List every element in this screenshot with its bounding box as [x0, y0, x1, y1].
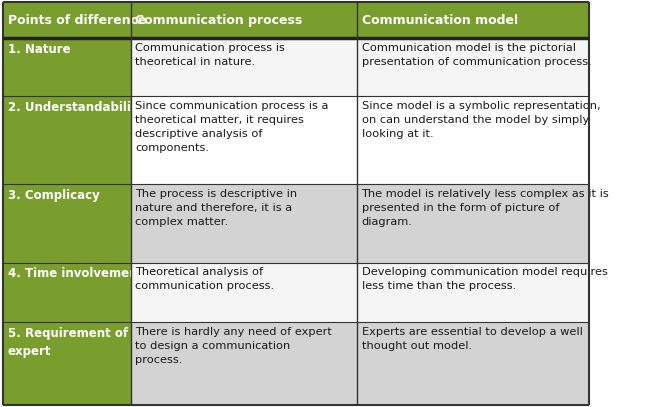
Bar	[357, 184, 589, 263]
Bar	[3, 2, 589, 38]
Text: 5. Requirement of
expert: 5. Requirement of expert	[8, 327, 128, 358]
Text: 1. Nature: 1. Nature	[8, 43, 70, 56]
Text: Developing communication model requires
less time than the process.: Developing communication model requires …	[361, 267, 608, 291]
Text: The model is relatively less complex as it is
presented in the form of picture o: The model is relatively less complex as …	[361, 189, 610, 227]
Bar	[357, 96, 589, 184]
Text: 3. Complicacy: 3. Complicacy	[8, 189, 99, 202]
Text: Experts are essential to develop a well
thought out model.: Experts are essential to develop a well …	[361, 327, 582, 351]
Bar	[357, 263, 589, 322]
Text: The process is descriptive in
nature and therefore, it is a
complex matter.: The process is descriptive in nature and…	[135, 189, 297, 227]
Bar	[131, 322, 357, 405]
Text: 4. Time involvement: 4. Time involvement	[8, 267, 143, 280]
Bar	[3, 184, 131, 263]
Bar	[3, 38, 131, 96]
Bar	[131, 96, 357, 184]
Text: Communication process: Communication process	[135, 13, 303, 26]
Text: Communication model: Communication model	[361, 13, 518, 26]
Bar	[3, 263, 131, 322]
Bar	[131, 184, 357, 263]
Text: There is hardly any need of expert
to design a communication
process.: There is hardly any need of expert to de…	[135, 327, 332, 365]
Text: Communication model is the pictorial
presentation of communication process.: Communication model is the pictorial pre…	[361, 43, 591, 67]
Bar	[131, 38, 357, 96]
Text: Communication process is
theoretical in nature.: Communication process is theoretical in …	[135, 43, 285, 67]
Bar	[3, 96, 131, 184]
Bar	[357, 322, 589, 405]
Text: Since model is a symbolic representation,
on can understand the model by simply
: Since model is a symbolic representation…	[361, 101, 600, 139]
Bar	[131, 263, 357, 322]
Text: Points of difference: Points of difference	[8, 13, 146, 26]
Text: 2. Understandability: 2. Understandability	[8, 101, 144, 114]
Text: Theoretical analysis of
communication process.: Theoretical analysis of communication pr…	[135, 267, 275, 291]
Bar	[357, 38, 589, 96]
Bar	[3, 322, 131, 405]
Text: Since communication process is a
theoretical matter, it requires
descriptive ana: Since communication process is a theoret…	[135, 101, 329, 153]
